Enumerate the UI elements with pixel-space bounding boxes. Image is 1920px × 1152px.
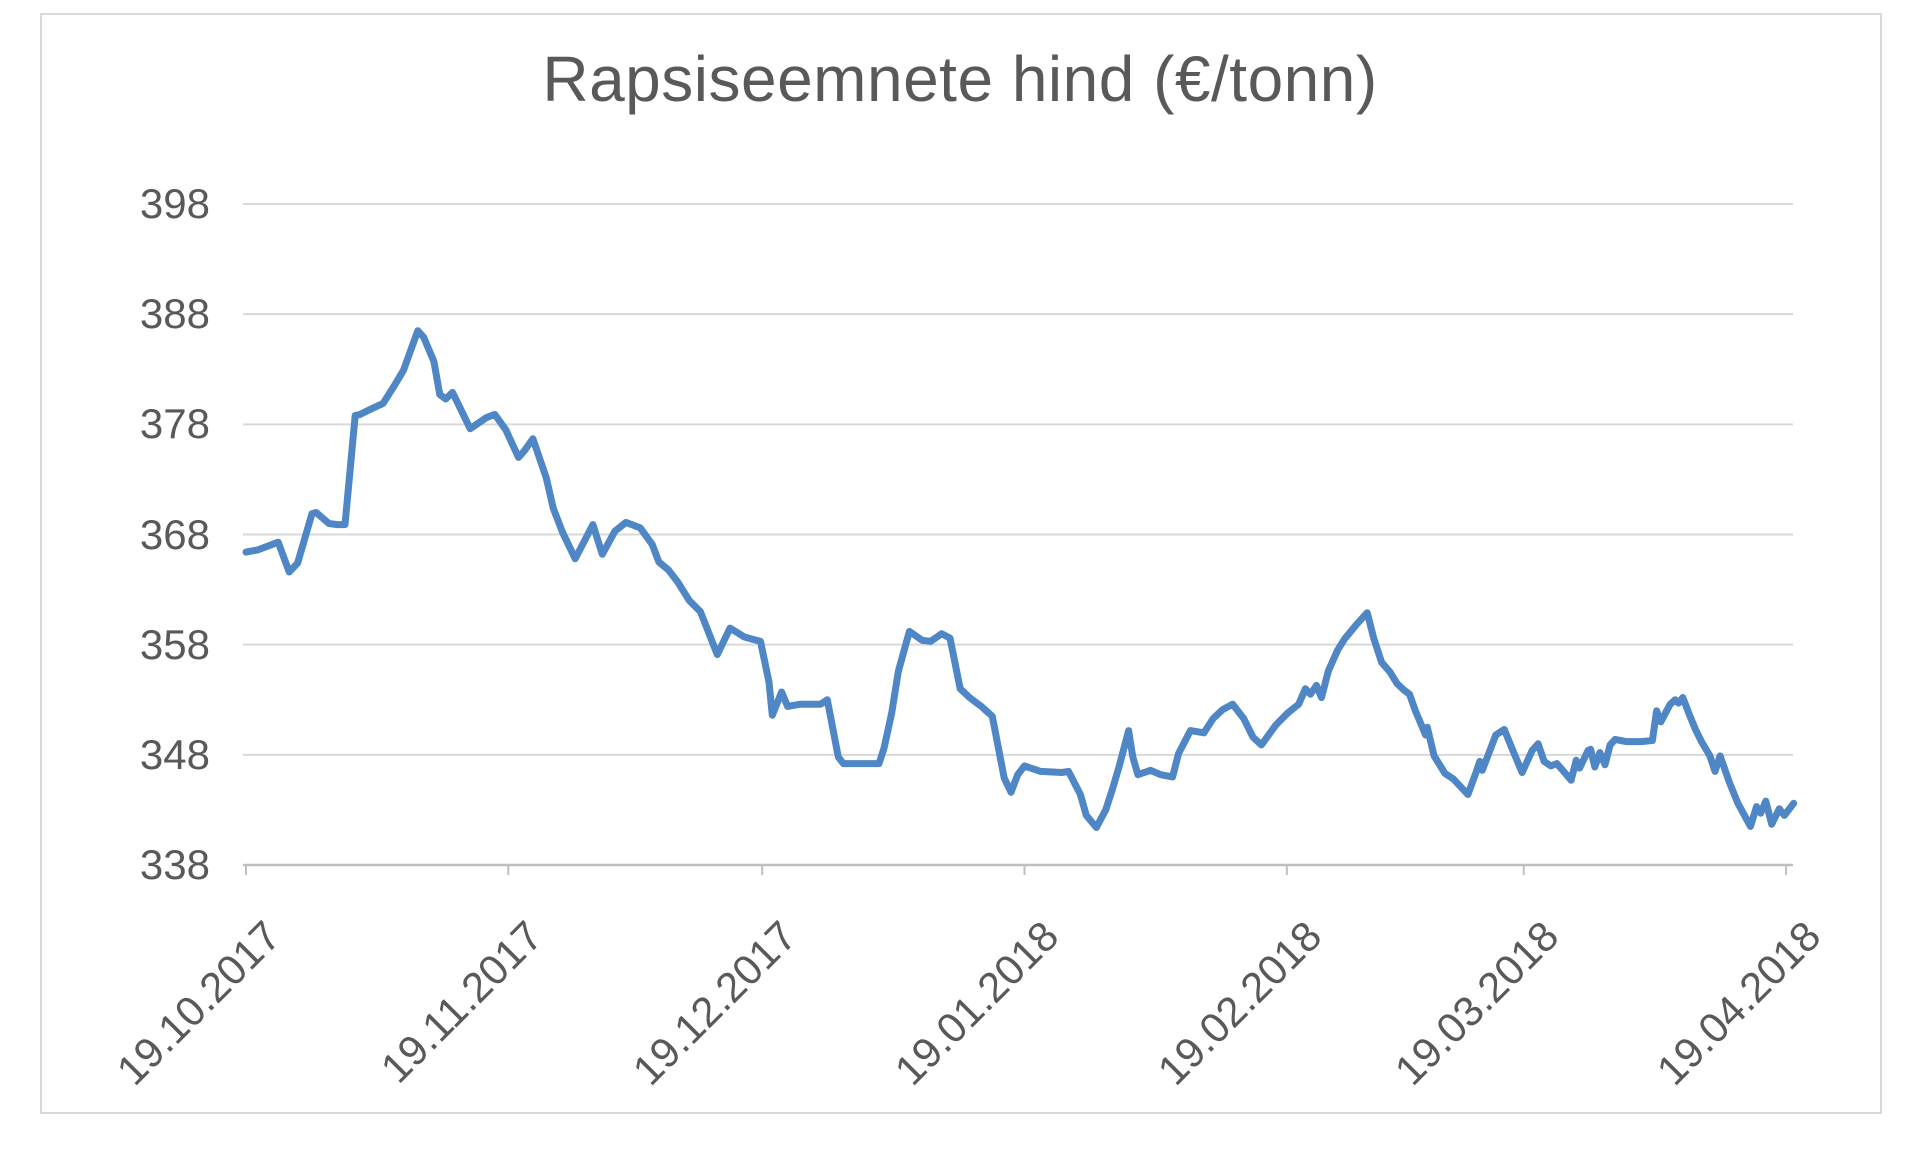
y-axis-tick-label: 398: [139, 180, 210, 227]
chart-title: Rapsiseemnete hind (€/tonn): [542, 43, 1378, 115]
y-axis-tick-label: 358: [139, 620, 210, 668]
y-axis-tick-label: 368: [139, 510, 210, 558]
y-axis-tick-label: 388: [139, 290, 210, 338]
chart-border: [40, 13, 1882, 1114]
price-series-line: [242, 327, 1798, 831]
y-axis-tick-label: 348: [139, 730, 210, 778]
y-axis-tick-label: 338: [139, 841, 210, 888]
y-axis-tick-label: 378: [139, 400, 210, 448]
